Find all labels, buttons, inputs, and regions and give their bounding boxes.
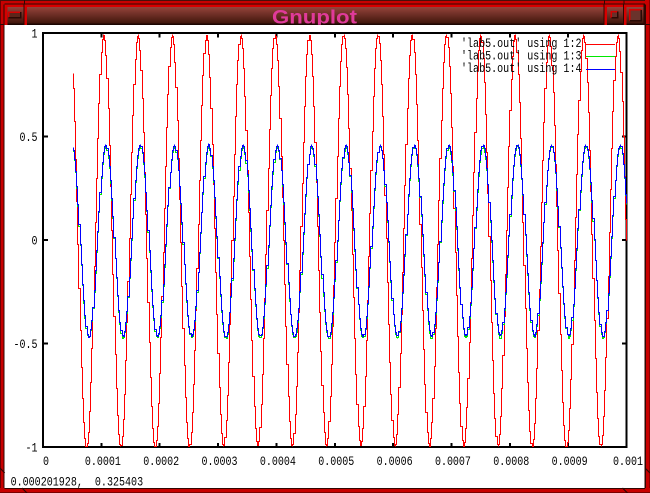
svg-text:0.0001: 0.0001: [85, 455, 121, 469]
svg-text:0: 0: [32, 234, 38, 248]
svg-text:0.000201928, 0.325403: 0.000201928, 0.325403: [11, 475, 144, 489]
svg-text:'lab5.out' using 1:4: 'lab5.out' using 1:4: [461, 62, 582, 76]
svg-text:0.001: 0.001: [613, 455, 643, 469]
svg-text:0.0007: 0.0007: [435, 455, 471, 469]
svg-text:Gnuplot: Gnuplot: [272, 6, 358, 28]
svg-text:0.0005: 0.0005: [318, 455, 354, 469]
svg-text:0.0004: 0.0004: [260, 455, 296, 469]
svg-text:'lab5.out' using 1:2: 'lab5.out' using 1:2: [461, 37, 582, 51]
svg-text:0.0006: 0.0006: [377, 455, 413, 469]
svg-text:-0.5: -0.5: [14, 338, 38, 352]
svg-text:0.0002: 0.0002: [143, 455, 179, 469]
svg-text:'lab5.out' using 1:3: 'lab5.out' using 1:3: [461, 49, 582, 63]
svg-text:0.0009: 0.0009: [552, 455, 588, 469]
svg-text:0.0008: 0.0008: [493, 455, 529, 469]
svg-text:0.5: 0.5: [20, 131, 38, 145]
svg-text:0: 0: [43, 455, 49, 469]
svg-text:1: 1: [32, 27, 38, 41]
svg-text:-1: -1: [26, 441, 38, 455]
svg-text:0.0003: 0.0003: [202, 455, 238, 469]
